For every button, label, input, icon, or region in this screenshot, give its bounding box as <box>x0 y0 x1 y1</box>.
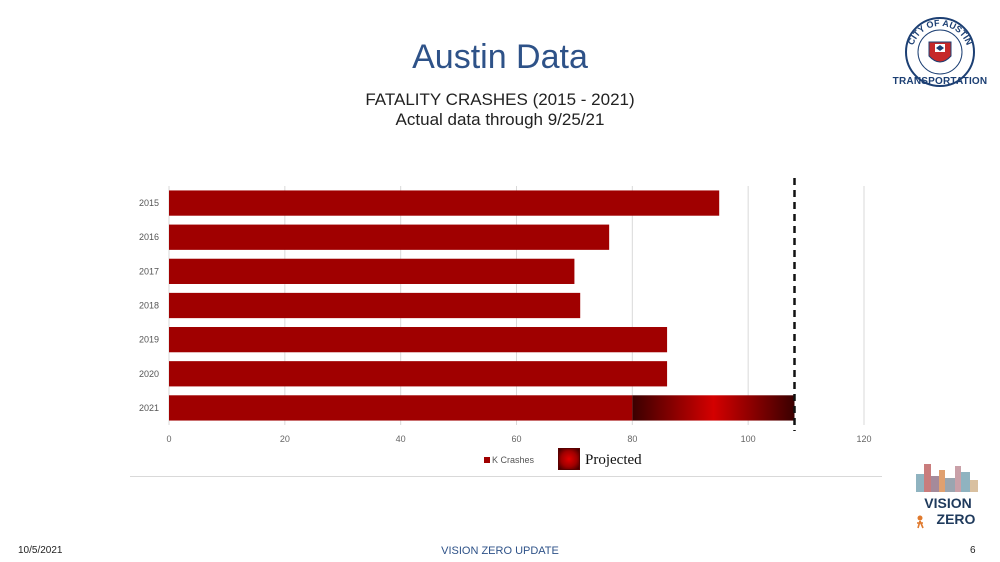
category-label: 2017 <box>139 266 159 276</box>
vision-zero-line-2: ZERO <box>937 511 976 527</box>
footer-date: 10/5/2021 <box>18 545 63 556</box>
legend-projected-swatch <box>558 448 580 470</box>
category-label: 2018 <box>139 301 159 311</box>
subtitle-line-2: Actual data through 9/25/21 <box>395 110 605 129</box>
vision-zero-line-1: VISION <box>924 495 971 511</box>
category-label: 2015 <box>139 198 159 208</box>
category-label: 2016 <box>139 232 159 242</box>
legend-k-crashes-label: K Crashes <box>492 455 535 465</box>
bar-k-crashes-2020 <box>169 361 668 387</box>
bar-k-crashes-2019 <box>169 327 668 353</box>
page-number: 6 <box>970 545 976 556</box>
bar-k-crashes-2015 <box>169 190 720 216</box>
subtitle-line-1: FATALITY CRASHES (2015 - 2021) <box>365 90 635 109</box>
x-tick-label: 60 <box>511 434 521 444</box>
footer-title: VISION ZERO UPDATE <box>441 545 559 557</box>
x-tick-label: 40 <box>396 434 406 444</box>
x-tick-label: 100 <box>741 434 756 444</box>
category-label: 2021 <box>139 403 159 413</box>
category-label: 2019 <box>139 335 159 345</box>
chart-bottom-rule <box>130 476 882 477</box>
transportation-label: TRANSPORTATION <box>892 76 988 87</box>
vision-zero-logo: VISION ZERO <box>916 464 978 529</box>
bar-k-crashes-2016 <box>169 224 610 250</box>
bar-k-crashes-2021 <box>169 395 633 421</box>
page-title: Austin Data <box>412 38 588 76</box>
x-tick-label: 20 <box>280 434 290 444</box>
legend-projected-label: Projected <box>585 452 642 468</box>
category-label: 2020 <box>139 369 159 379</box>
bar-k-crashes-2018 <box>169 292 581 319</box>
bar-projected-2021 <box>632 395 795 421</box>
x-tick-label: 80 <box>627 434 637 444</box>
x-tick-label: 0 <box>166 434 171 444</box>
city-of-austin-logo: CITY OF AUSTIN <box>905 17 975 87</box>
chart-subtitle: FATALITY CRASHES (2015 - 2021) Actual da… <box>0 90 1000 130</box>
x-tick-label: 120 <box>856 434 871 444</box>
legend-k-crashes-marker <box>484 457 490 463</box>
bar-k-crashes-2017 <box>169 258 575 284</box>
